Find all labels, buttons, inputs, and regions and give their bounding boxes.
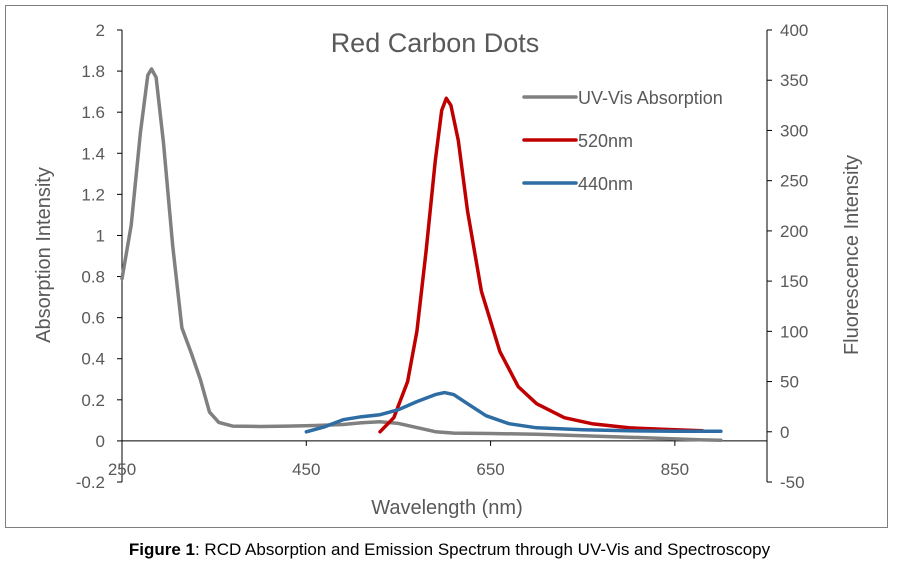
series-layer — [120, 67, 723, 443]
figure-caption: Figure 1: RCD Absorption and Emission Sp… — [0, 540, 899, 560]
x-axis-label: Wavelength (nm) — [371, 497, 523, 519]
y2-tick-label: 350 — [780, 71, 808, 90]
y-tick-label: 0.2 — [81, 391, 105, 410]
y2-tick-label: 150 — [780, 272, 808, 291]
legend: UV-Vis Absorption 520nm 440nm — [522, 88, 723, 194]
y-axis-label: Absorption Intensity — [33, 167, 55, 343]
y2-tick-label: 300 — [780, 121, 808, 140]
chart: -0.2 0 0.2 0.4 0.6 0.8 1 1.2 1.4 1.6 1.8 2 -50 0 50 100… — [33, 21, 863, 519]
y-tick-label: 0 — [96, 432, 105, 451]
x-tick-label: 250 — [108, 460, 136, 479]
y-tick-label: 2 — [96, 21, 105, 40]
y-tick-label: 1.2 — [81, 185, 105, 204]
y2-tick-label: 0 — [780, 423, 789, 442]
y2-tick-label: -50 — [780, 473, 805, 492]
y2-tick-label: 400 — [780, 21, 808, 40]
y-tick-label: 1.4 — [81, 144, 105, 163]
axes-layer: -0.2 0 0.2 0.4 0.6 0.8 1 1.2 1.4 1.6 1.8 2 -50 0 50 100… — [76, 21, 809, 492]
y-tick-label: 0.6 — [81, 309, 105, 328]
legend-label-440nm: 440nm — [578, 174, 633, 194]
y-tick-label: 0.4 — [81, 350, 105, 369]
y-tick-label: -0.2 — [76, 473, 105, 492]
legend-label-520nm: 520nm — [578, 131, 633, 151]
legend-label-uv-vis-absorption: UV-Vis Absorption — [578, 88, 723, 108]
y2-tick-label: 50 — [780, 373, 799, 392]
y-tick-label: 0.8 — [81, 268, 105, 287]
x-tick-label: 850 — [661, 460, 689, 479]
y2-tick-label: 250 — [780, 172, 808, 191]
y2-tick-label: 100 — [780, 322, 808, 341]
series-line-520nm — [378, 96, 705, 434]
y-tick-label: 1.8 — [81, 62, 105, 81]
y-tick-label: 1.6 — [81, 103, 105, 122]
figure-caption-label: Figure 1 — [128, 540, 195, 559]
series-line-uv-vis-absorption — [120, 67, 723, 443]
chart-title: Red Carbon Dots — [331, 28, 540, 58]
x-tick-label: 450 — [292, 460, 320, 479]
y2-axis-label: Fluorescence Intensity — [841, 155, 863, 355]
y2-tick-label: 200 — [780, 222, 808, 241]
x-tick-label: 650 — [476, 460, 504, 479]
series-line-440nm — [304, 390, 723, 434]
figure-caption-text: : RCD Absorption and Emission Spectrum t… — [194, 540, 771, 559]
y-tick-label: 1 — [96, 226, 105, 245]
